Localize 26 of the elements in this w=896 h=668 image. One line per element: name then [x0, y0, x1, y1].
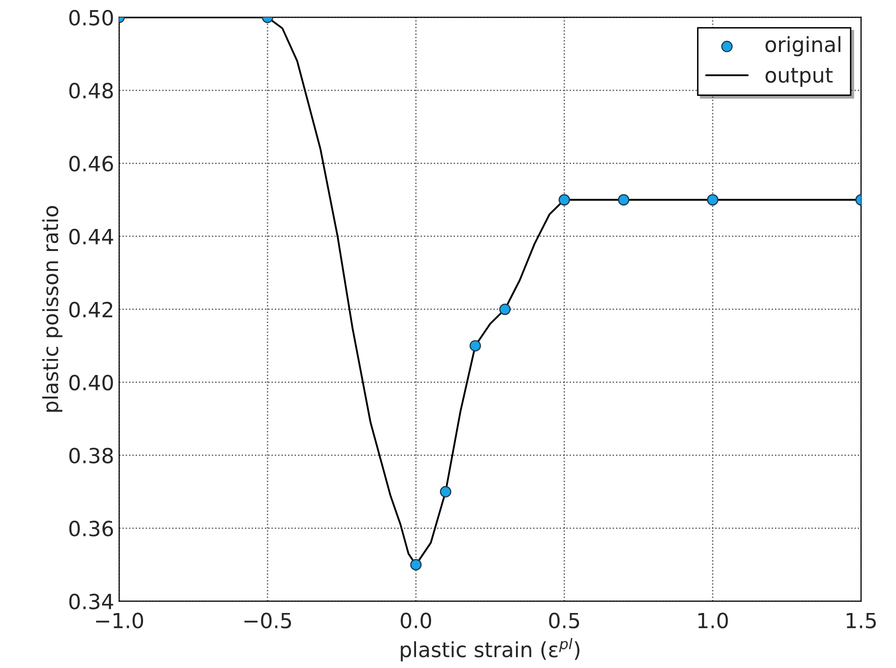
- y-tick-label: 0.42: [69, 302, 112, 318]
- legend-label: original: [766, 36, 840, 56]
- y-tick-label: 0.38: [69, 448, 113, 464]
- x-tick-label: −1.0: [96, 612, 144, 628]
- y-tick-label: 0.34: [69, 594, 114, 610]
- point: [440, 486, 452, 498]
- point: [470, 340, 481, 352]
- y-tick-label: 0.50: [69, 10, 113, 26]
- y-tick-label: 0.40: [69, 374, 113, 390]
- y-tick-label: 0.46: [69, 156, 113, 172]
- legend-label: output: [766, 68, 833, 87]
- point: [558, 194, 570, 206]
- x-tick-label: 0.0: [400, 612, 432, 628]
- point: [618, 194, 630, 206]
- point: [410, 559, 422, 570]
- y-tick-label: 0.36: [69, 520, 113, 536]
- y-tick-label: 0.44: [69, 228, 114, 245]
- x-tick-label: −0.5: [244, 612, 292, 628]
- point: [706, 194, 718, 206]
- y-axis-title: plastic poisson ratio: [42, 206, 62, 412]
- x-axis-title: plastic strain (ε$^{pl}$): [400, 638, 580, 662]
- x-tick-label: 1.5: [846, 612, 876, 628]
- point: [499, 304, 511, 315]
- x-tick-label: 1.0: [698, 612, 728, 628]
- x-tick-label: 0.5: [549, 612, 580, 628]
- y-tick-label: 0.48: [69, 82, 113, 99]
